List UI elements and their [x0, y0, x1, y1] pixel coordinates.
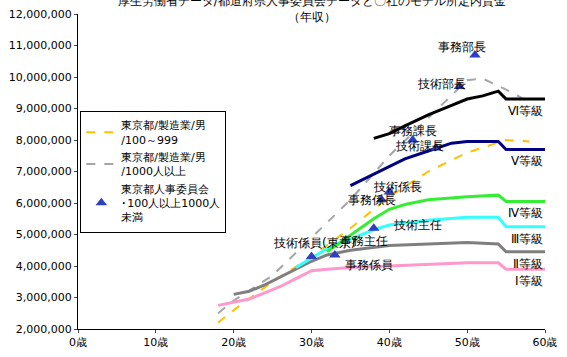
svg-text:Ⅲ等級: Ⅲ等級 [511, 232, 543, 246]
svg-text:Ⅵ等級: Ⅵ等級 [508, 104, 543, 118]
svg-text:厚生労働省データ/都道府県人事委員会データと〇社のモデル所定: 厚生労働省データ/都道府県人事委員会データと〇社のモデル所定内賃金（年収） [118, 0, 506, 24]
svg-text:50歳: 50歳 [455, 336, 480, 349]
svg-text:7,000,000: 7,000,000 [16, 165, 72, 178]
svg-text:事務係員: 事務係員 [345, 258, 393, 272]
svg-text:技術部長: 技術部長 [417, 77, 466, 91]
svg-text:6,000,000: 6,000,000 [16, 197, 72, 210]
svg-text:0歳: 0歳 [69, 336, 87, 349]
svg-text:11,000,000: 11,000,000 [9, 39, 72, 52]
svg-text:技術主任: 技術主任 [393, 218, 442, 232]
svg-text:事務主任: 事務主任 [340, 234, 388, 248]
svg-text:Ⅳ等級: Ⅳ等級 [508, 206, 543, 220]
svg-text:8,000,000: 8,000,000 [16, 134, 72, 147]
svg-text:技術課長: 技術課長 [395, 139, 444, 153]
svg-text:30歳: 30歳 [299, 336, 324, 349]
svg-text:9,000,000: 9,000,000 [16, 102, 72, 115]
svg-text:10歳: 10歳 [143, 336, 168, 349]
svg-text:事務部長: 事務部長 [438, 40, 486, 54]
svg-text:東京都人事委員会･100人以上1000人未満: 東京都人事委員会･100人以上1000人未満 [121, 183, 220, 225]
svg-text:Ⅴ等級: Ⅴ等級 [511, 154, 543, 168]
svg-text:20歳: 20歳 [221, 336, 246, 349]
svg-text:40歳: 40歳 [377, 336, 402, 349]
svg-text:事務課長: 事務課長 [389, 124, 437, 138]
svg-text:2,000,000: 2,000,000 [16, 323, 72, 336]
svg-text:12,000,000: 12,000,000 [9, 8, 72, 21]
svg-text:技術係長: 技術係長 [373, 180, 422, 194]
svg-text:4,000,000: 4,000,000 [16, 260, 72, 273]
svg-text:60歳: 60歳 [533, 336, 558, 349]
svg-text:10,000,000: 10,000,000 [9, 71, 72, 84]
svg-text:東京都/製造業/男/100～999: 東京都/製造業/男/100～999 [121, 119, 205, 146]
svg-text:Ⅰ等級: Ⅰ等級 [515, 274, 543, 288]
svg-text:事務係長: 事務係長 [348, 193, 396, 207]
svg-text:Ⅱ等級: Ⅱ等級 [513, 257, 543, 271]
svg-text:東京都/製造業/男/1000人以上: 東京都/製造業/男/1000人以上 [121, 151, 205, 178]
svg-text:技術係員(東京): 技術係員(東京) [273, 236, 355, 250]
svg-text:3,000,000: 3,000,000 [16, 291, 72, 304]
svg-text:5,000,000: 5,000,000 [16, 228, 72, 241]
